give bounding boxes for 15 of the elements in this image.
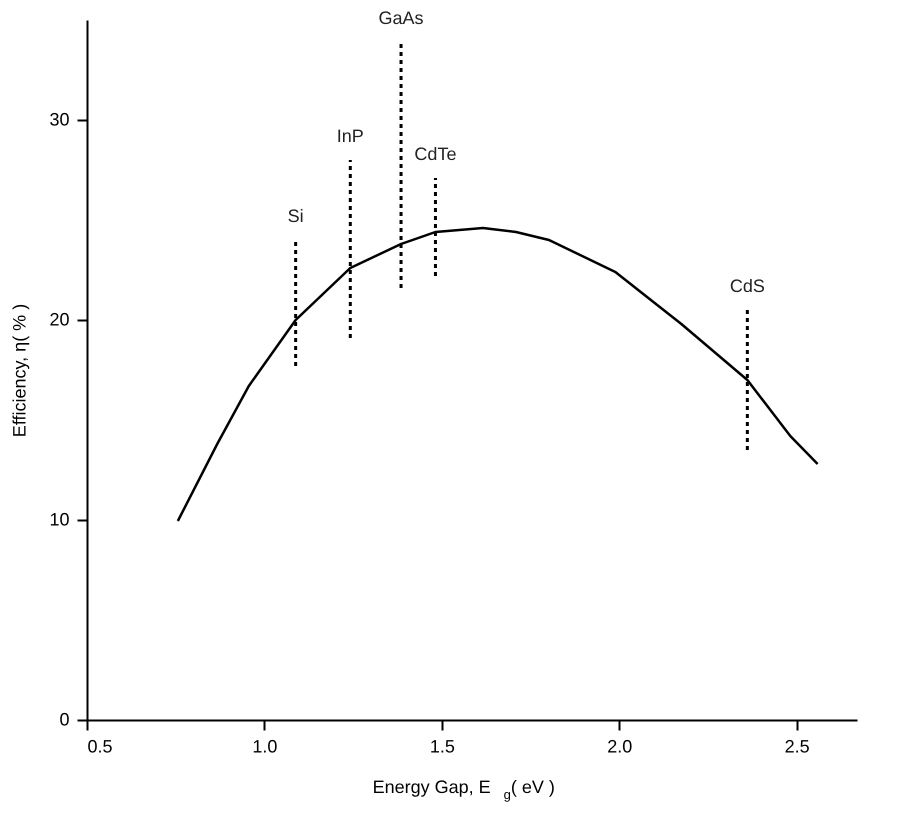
- y-tick-label: 20: [49, 310, 70, 330]
- y-tick-label: 10: [49, 510, 70, 530]
- x-tick-label: 1.0: [252, 736, 278, 756]
- x-tick-label: 2.0: [607, 736, 632, 756]
- series-label: InP: [336, 126, 364, 146]
- x-tick-label: 2.5: [784, 736, 810, 756]
- series-label: GaAs: [378, 8, 424, 28]
- series-label: Si: [288, 206, 304, 226]
- series-label: CdS: [730, 276, 765, 296]
- y-tick-label: 0: [59, 710, 70, 730]
- y-axis-title: Efficiency, η( % ): [9, 304, 30, 438]
- series-label: CdTe: [414, 144, 456, 164]
- x-tick-label: 0.5: [88, 736, 113, 756]
- y-tick-label: 30: [49, 110, 70, 130]
- x-tick-label: 1.5: [430, 736, 455, 756]
